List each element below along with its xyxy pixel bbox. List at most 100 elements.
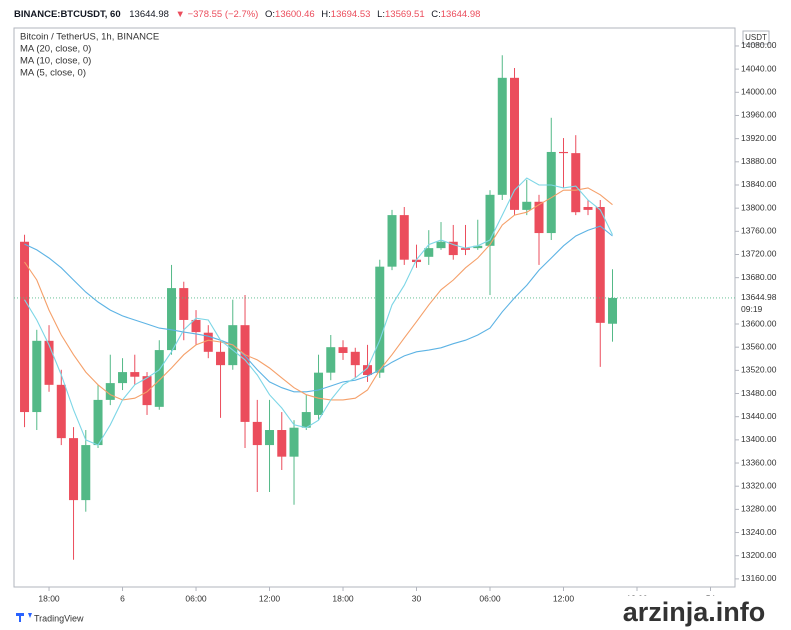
candle-body — [191, 319, 201, 333]
watermark-bg — [594, 596, 791, 630]
chart-header: BINANCE:BTCUSDT, 60 13644.98 ▼ −378.55 (… — [14, 9, 480, 20]
candle-body — [595, 206, 605, 323]
candle-body — [399, 215, 409, 260]
candle-body — [559, 151, 569, 154]
currency: USDT — [745, 33, 767, 42]
candle-body — [608, 297, 618, 324]
candle-body — [338, 347, 348, 353]
y-tick-label: 13880.00 — [741, 156, 777, 166]
x-tick-label: 12:00 — [553, 593, 575, 603]
candle-body — [461, 248, 471, 250]
ma-line — [24, 177, 613, 446]
candle-body — [534, 201, 544, 234]
y-tick-label: 13160.00 — [741, 573, 777, 583]
candle-body — [448, 241, 458, 256]
currency-box — [742, 30, 770, 45]
candle-body — [571, 153, 581, 213]
candle-body — [424, 248, 434, 257]
y-tick-label: 13360.00 — [741, 457, 777, 467]
y-tick-label: 14040.00 — [741, 63, 777, 73]
x-tick-label: 6 — [120, 593, 125, 603]
last-value: 13644.98 — [129, 9, 169, 20]
y-tick-label: 13720.00 — [741, 249, 777, 259]
candle-body — [497, 77, 507, 195]
candle-body — [252, 421, 262, 446]
x-tick-label: 18:00 — [38, 593, 60, 603]
candle-body — [265, 430, 275, 446]
candle-body — [69, 438, 79, 501]
candle-body — [203, 332, 213, 352]
c-value: 13644.98 — [441, 9, 481, 20]
legend-entry: MA (10, close, 0) — [20, 56, 91, 67]
legend-entry: MA (5, close, 0) — [20, 68, 86, 79]
candle-body — [216, 351, 226, 366]
x-tick-label: 30 — [412, 593, 422, 603]
candle-body — [32, 340, 42, 413]
y-tick-label: 13280.00 — [741, 504, 777, 514]
candle-body — [326, 347, 336, 373]
candle-body — [167, 288, 177, 351]
brand-logo — [16, 613, 32, 622]
x-tick-label: 12:00 — [259, 593, 281, 603]
x-tick-label: 06:00 — [185, 593, 207, 603]
chart-title: Bitcoin / TetherUS, 1h, BINANCE — [20, 32, 159, 43]
candle-body — [546, 151, 556, 234]
candle-body — [154, 350, 164, 407]
o-value: 13600.46 — [275, 9, 315, 20]
y-tick-label: 13800.00 — [741, 202, 777, 212]
candle-body — [485, 194, 495, 246]
brand: TradingView — [34, 613, 84, 623]
y-tick-label: 13440.00 — [741, 411, 777, 421]
watermark: arzinja.info — [623, 597, 766, 627]
l-value: 13569.51 — [385, 9, 425, 20]
o-label: O: — [265, 9, 275, 20]
y-tick-label: 13840.00 — [741, 179, 777, 189]
y-tick-label: 13920.00 — [741, 133, 777, 143]
y-tick-label: 13560.00 — [741, 341, 777, 351]
candle-body — [387, 215, 397, 267]
last-price-box — [736, 290, 780, 318]
y-tick-label: 13680.00 — [741, 272, 777, 282]
c-label: C: — [431, 9, 441, 20]
candle-body — [583, 206, 593, 210]
candle-body — [130, 372, 140, 377]
candle-body — [142, 376, 152, 406]
candle-body — [93, 399, 103, 446]
y-tick-label: 13600.00 — [741, 318, 777, 328]
candle-body — [314, 372, 324, 415]
candle-body — [375, 266, 385, 373]
y-tick-label: 13200.00 — [741, 550, 777, 560]
candle-body — [522, 201, 532, 210]
ma-line — [24, 225, 613, 393]
candle-body — [301, 412, 311, 428]
y-tick-label: 13520.00 — [741, 365, 777, 375]
h-value: 13694.53 — [331, 9, 371, 20]
candle-body — [118, 372, 128, 384]
legend-entry: MA (20, close, 0) — [20, 44, 91, 55]
x-tick-label: 06:00 — [479, 593, 501, 603]
candle-body — [20, 241, 30, 413]
candle-body — [277, 430, 287, 457]
candle-body — [473, 245, 483, 249]
y-tick-label: 13960.00 — [741, 110, 777, 120]
candle-body — [350, 351, 360, 366]
y-tick-label: 14000.00 — [741, 87, 777, 97]
last-price-label: 13644.98 — [741, 292, 777, 302]
candle-body — [179, 288, 189, 320]
candle-body — [56, 384, 66, 439]
y-tick-label: 13320.00 — [741, 480, 777, 490]
symbol: BINANCE:BTCUSDT, 60 — [14, 9, 121, 20]
y-tick-label: 13240.00 — [741, 527, 777, 537]
countdown: 09:19 — [741, 304, 763, 314]
candle-body — [289, 427, 299, 457]
candle-body — [240, 325, 250, 422]
candle-body — [44, 340, 54, 385]
l-label: L: — [377, 9, 385, 20]
y-tick-label: 13480.00 — [741, 388, 777, 398]
candle-body — [363, 365, 373, 375]
y-tick-label: 13400.00 — [741, 434, 777, 444]
y-tick-label: 13760.00 — [741, 226, 777, 236]
candle-body — [81, 445, 91, 501]
